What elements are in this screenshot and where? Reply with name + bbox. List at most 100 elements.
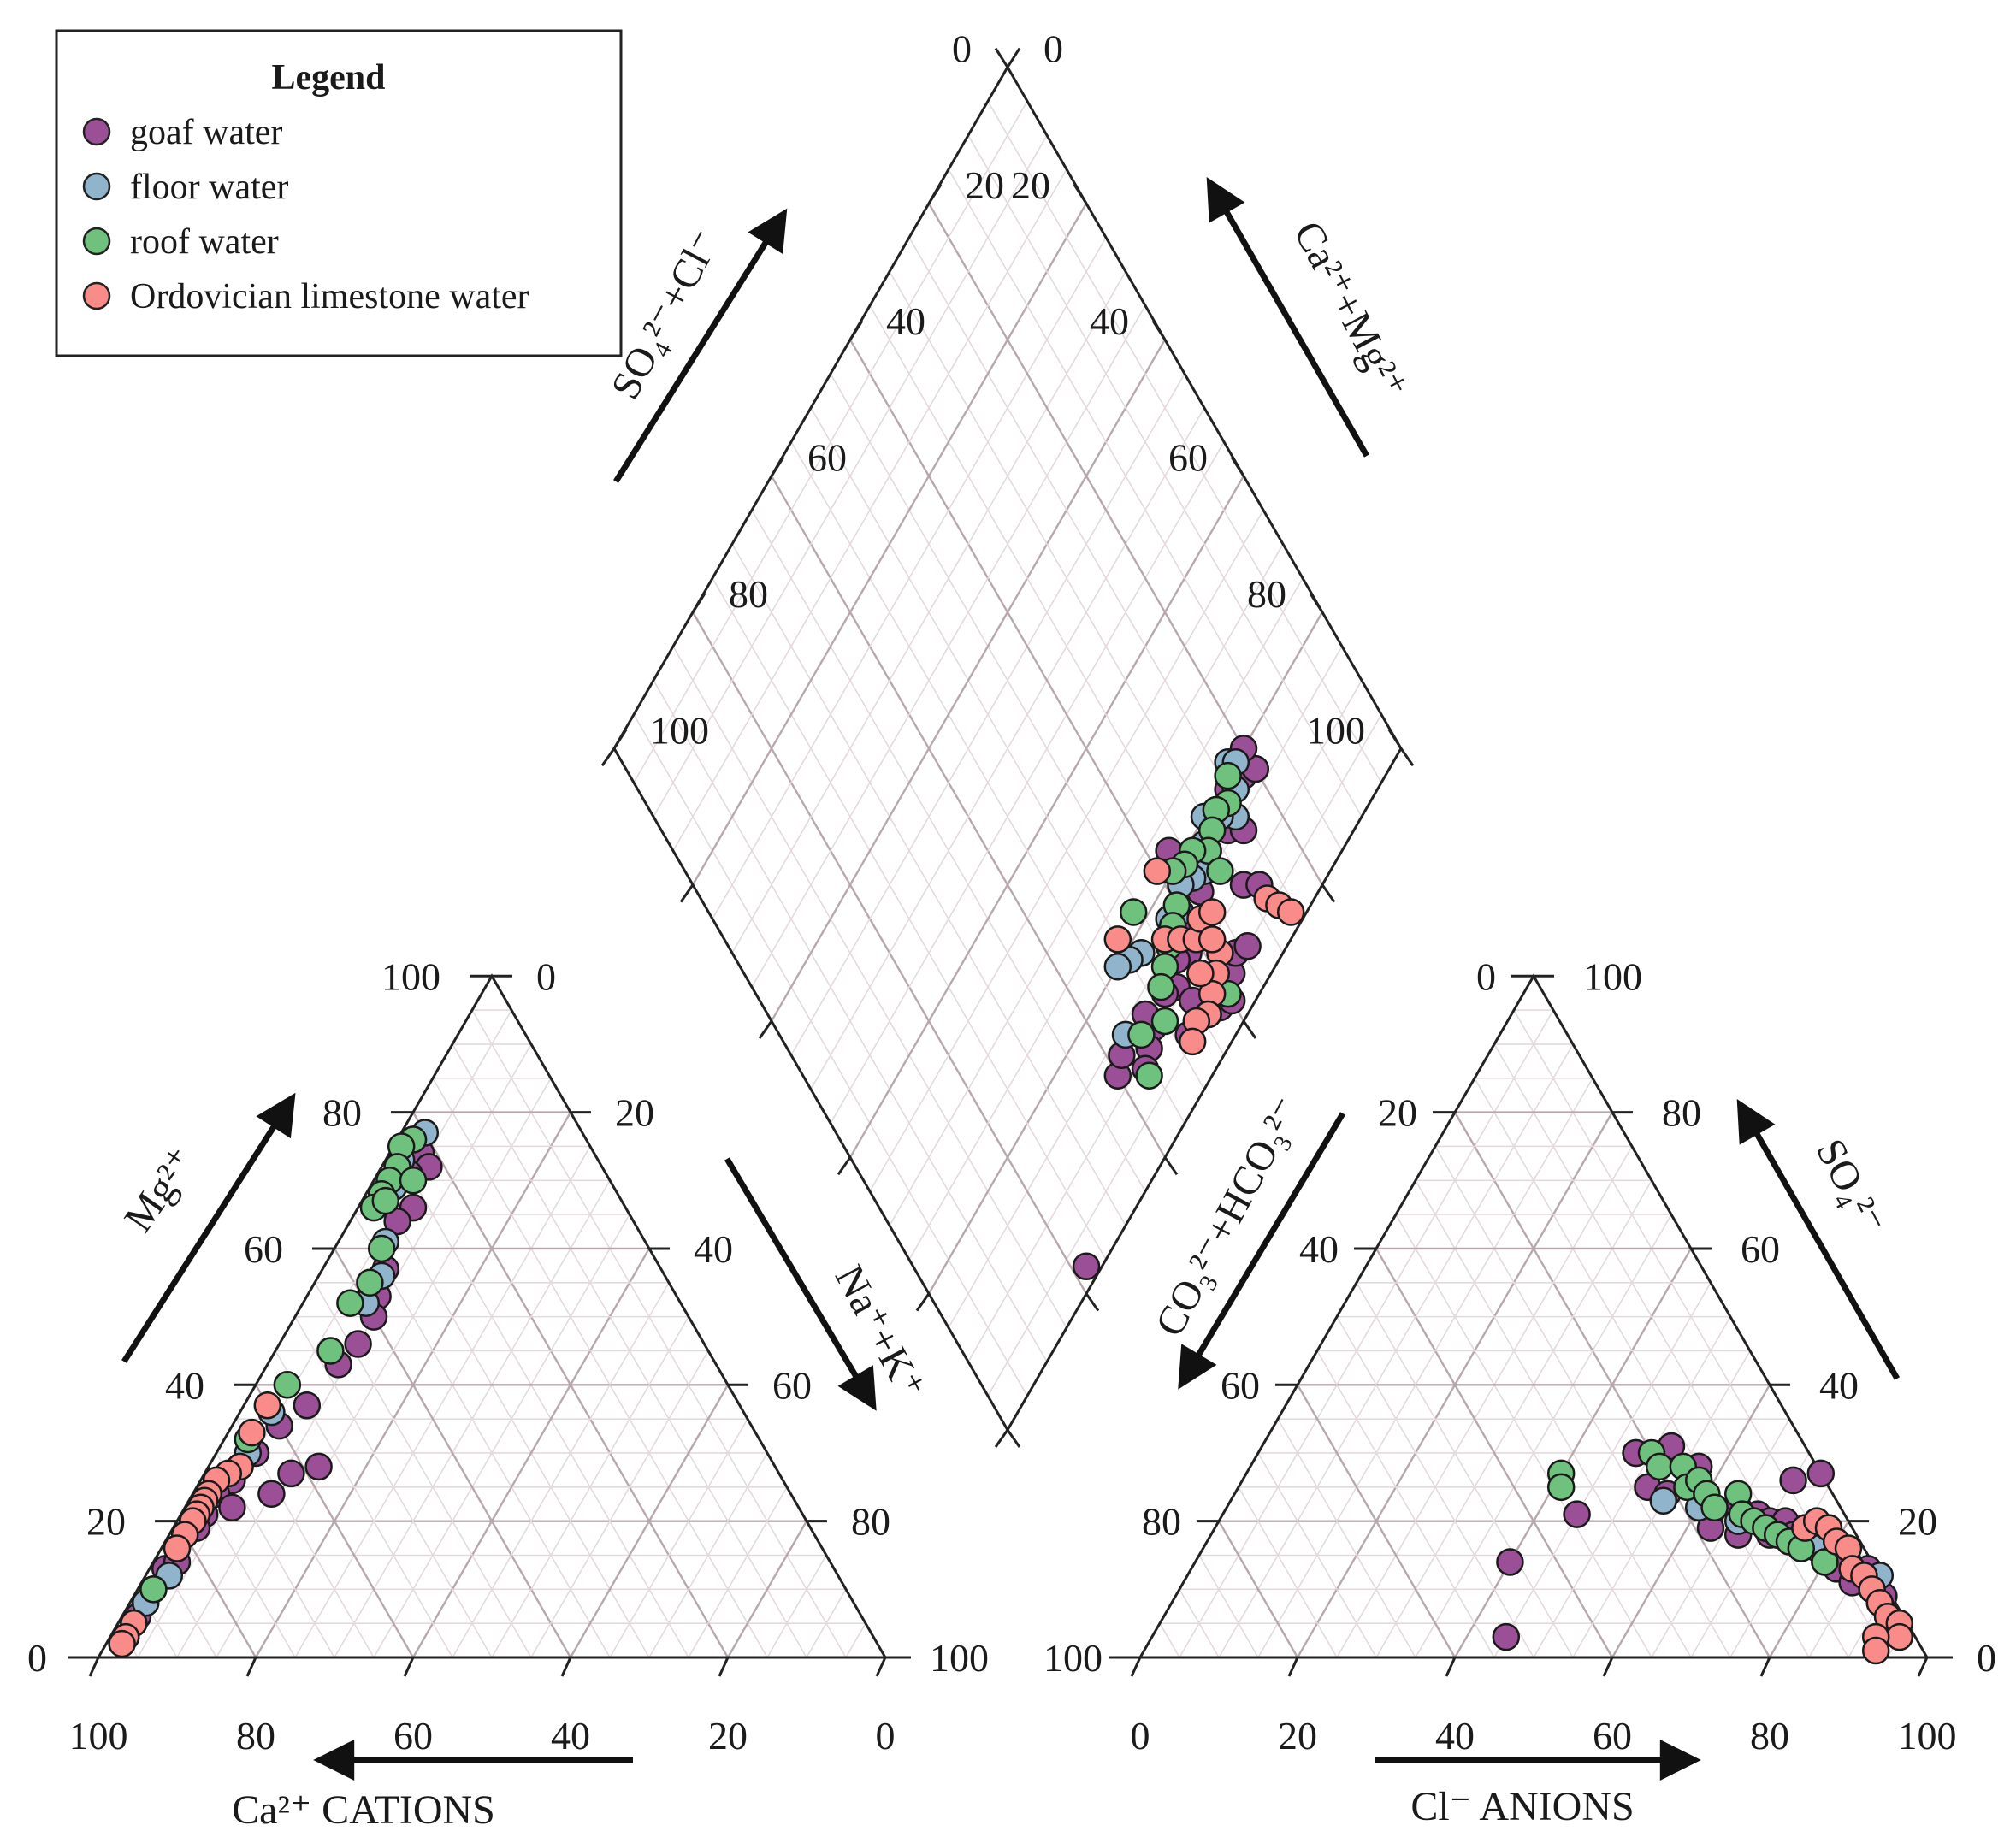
axis-arrow-head [313, 1740, 355, 1781]
tick-label: 100 [1043, 1636, 1103, 1680]
diamond-tick [848, 320, 864, 341]
anion-gridline [1395, 1214, 1652, 1658]
diamond-tick [1085, 1292, 1100, 1312]
anion-gridline [1159, 1622, 1180, 1658]
diamond-point [1135, 1061, 1163, 1090]
tick-label: 40 [1819, 1363, 1859, 1407]
cation-point [163, 1534, 192, 1562]
tick-label: 100 [1306, 708, 1365, 752]
anion-gridline [1257, 1078, 1593, 1658]
anion-tick [1759, 1657, 1771, 1677]
anion-point [1645, 1452, 1674, 1481]
cation-tick [245, 1657, 257, 1677]
axis-arrow-head [256, 1092, 296, 1139]
anion-triangle-grid [1109, 973, 1953, 1677]
anion-gridline [1474, 1078, 1810, 1658]
tick-label: 40 [1435, 1714, 1475, 1757]
diamond-point [1186, 959, 1215, 988]
legend-item-label: Ordovician limestone water [130, 277, 529, 316]
anion-gridline [1336, 1146, 1633, 1658]
axis-arrow-shaft [1187, 1112, 1346, 1370]
legend-item-label: goaf water [130, 113, 282, 152]
anion-gridline [1179, 1009, 1554, 1658]
tick-labels: 100 80 60 40 20 0 0 20 40 60 80 100 100 80 60 40 20 0 0 20 4… [27, 27, 1996, 1757]
cation-gridline [452, 1282, 670, 1658]
axis-arrow-shaft [613, 227, 777, 483]
anion-point [1563, 1500, 1591, 1528]
diamond-gridline [633, 100, 1028, 783]
diamond-tick [994, 47, 1009, 68]
diamond-tick [1399, 747, 1415, 767]
diamond-point [1206, 857, 1234, 885]
diamond-tick [1151, 320, 1167, 341]
diamond-tick [915, 1292, 931, 1312]
diamond-gridline [672, 168, 1067, 852]
anion-point [1779, 1466, 1807, 1495]
anion-point [1806, 1459, 1836, 1488]
tick-label: 40 [1090, 299, 1129, 343]
cation-gridline [726, 1521, 808, 1658]
cation-point [257, 1480, 286, 1509]
diamond-tick [1387, 729, 1403, 750]
anion-point [1649, 1486, 1678, 1515]
anion-gridline [1493, 1282, 1712, 1658]
tick-label: 40 [551, 1714, 590, 1757]
diamond-point [1103, 925, 1132, 954]
tick-label: 40 [886, 299, 925, 343]
anion-gridline [1611, 1384, 1771, 1658]
tick-label: 0 [536, 954, 556, 998]
axis-arrow-shaft [121, 1112, 285, 1363]
diamond-point [1233, 932, 1262, 960]
diamond-tick [600, 747, 616, 767]
diamond-tick [679, 883, 695, 903]
legend-item-roof: roof water [82, 222, 279, 262]
legend: Legend goaf water floor water roof water… [55, 29, 623, 357]
diamond-gridline [691, 203, 1088, 886]
axis-arrow-shaft [1746, 1119, 1901, 1380]
anion-tick [1445, 1657, 1457, 1677]
diamond-tick [1309, 593, 1324, 613]
tick-label: 20 [615, 1091, 654, 1135]
legend-marker [82, 172, 111, 201]
series-roof [139, 761, 1886, 1604]
data-points [108, 735, 1914, 1665]
cation-point [238, 1418, 266, 1447]
anion-gridline [1257, 1452, 1377, 1658]
tick-label: 0 [876, 1714, 896, 1757]
diamond-tick [1163, 1156, 1179, 1176]
diamond-gridline [810, 407, 1205, 1090]
cation-tick [403, 1657, 415, 1677]
cation-triangle-grid [68, 973, 911, 1677]
diamond-tick [1006, 1429, 1021, 1448]
anion-tick [1917, 1657, 1929, 1677]
anion-tick [1602, 1657, 1614, 1677]
cation-gridline [806, 1588, 847, 1658]
diamond-tick [612, 729, 628, 750]
cation-point [336, 1289, 364, 1317]
cation-tick [718, 1657, 730, 1677]
tick-label: 40 [165, 1363, 204, 1407]
anion-gridline [1277, 1418, 1416, 1658]
axis-arrow-head [748, 208, 788, 255]
cation-gridline [137, 1009, 512, 1658]
diamond-tick [1006, 47, 1021, 68]
tick-label: 60 [772, 1363, 812, 1407]
cation-point [277, 1459, 305, 1488]
diamond-gridline [948, 168, 1343, 852]
tick-label: 80 [236, 1714, 275, 1757]
tick-label: 60 [1741, 1227, 1780, 1271]
diamond-gridline [751, 304, 1146, 988]
diamond-tick [691, 593, 706, 613]
tick-label: 80 [851, 1500, 890, 1544]
cation-tick [88, 1657, 100, 1677]
anion-gridline [1217, 1521, 1299, 1658]
cation-gridline [766, 1555, 827, 1658]
diamond-point [1178, 1027, 1207, 1056]
tick-label: 20 [1378, 1091, 1417, 1135]
cation-point [356, 1268, 384, 1297]
diamond-tick [1321, 883, 1336, 903]
tick-label: 20 [1898, 1500, 1937, 1544]
anion-gridline [1415, 1214, 1672, 1658]
axis-arrow-head [1736, 1099, 1776, 1145]
anion-point [1546, 1473, 1576, 1502]
